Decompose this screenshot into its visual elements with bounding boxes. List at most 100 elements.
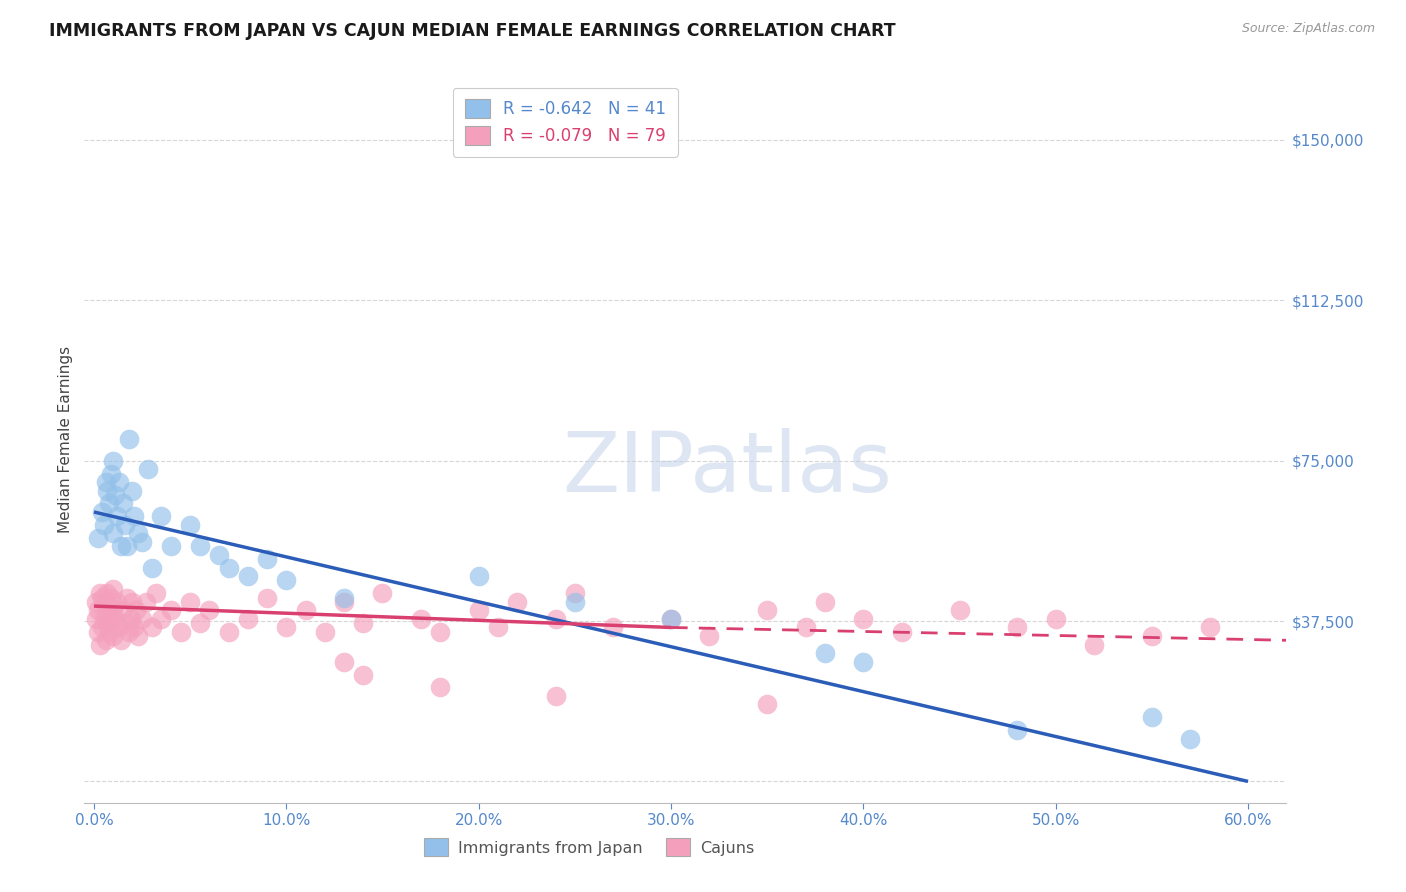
Point	[409, 612, 432, 626]
Point	[208, 548, 231, 562]
Point	[429, 624, 451, 639]
Point	[276, 620, 298, 634]
Point	[105, 509, 128, 524]
Y-axis label: Median Female Earnings: Median Female Earnings	[58, 346, 73, 533]
Point	[467, 603, 489, 617]
Point	[121, 483, 143, 498]
Point	[169, 624, 191, 639]
Point	[1140, 710, 1163, 724]
Point	[236, 569, 259, 583]
Point	[236, 612, 259, 626]
Point	[94, 475, 117, 489]
Point	[179, 517, 201, 532]
Point	[93, 595, 115, 609]
Point	[699, 629, 721, 643]
Point	[160, 603, 183, 617]
Point	[150, 509, 173, 524]
Point	[105, 595, 128, 609]
Point	[89, 586, 111, 600]
Text: ZIPatlas: ZIPatlas	[562, 428, 893, 509]
Point	[115, 539, 138, 553]
Point	[127, 526, 149, 541]
Point	[1005, 723, 1028, 737]
Point	[108, 620, 131, 634]
Point	[84, 595, 107, 609]
Point	[94, 633, 117, 648]
Point	[188, 616, 211, 631]
Point	[160, 539, 183, 553]
Point	[131, 612, 153, 626]
Point	[127, 629, 149, 643]
Point	[90, 620, 112, 634]
Point	[333, 655, 356, 669]
Point	[96, 586, 118, 600]
Point	[98, 599, 121, 613]
Point	[467, 569, 489, 583]
Point	[100, 612, 122, 626]
Point	[948, 603, 970, 617]
Point	[429, 681, 451, 695]
Point	[89, 638, 111, 652]
Point	[94, 603, 117, 617]
Point	[602, 620, 624, 634]
Point	[371, 586, 394, 600]
Point	[1005, 620, 1028, 634]
Point	[141, 560, 163, 574]
Point	[890, 624, 912, 639]
Point	[93, 612, 115, 626]
Point	[333, 595, 356, 609]
Point	[111, 603, 134, 617]
Point	[103, 603, 125, 617]
Point	[90, 591, 112, 605]
Legend: Immigrants from Japan, Cajuns: Immigrants from Japan, Cajuns	[416, 830, 762, 863]
Point	[110, 633, 132, 648]
Point	[114, 616, 136, 631]
Point	[120, 612, 142, 626]
Point	[218, 560, 240, 574]
Point	[100, 591, 122, 605]
Point	[87, 531, 110, 545]
Point	[125, 603, 148, 617]
Point	[294, 603, 316, 617]
Point	[486, 620, 509, 634]
Point	[111, 496, 134, 510]
Point	[124, 509, 146, 524]
Point	[103, 453, 125, 467]
Point	[276, 574, 298, 588]
Point	[352, 667, 374, 681]
Point	[103, 526, 125, 541]
Point	[103, 629, 125, 643]
Point	[150, 612, 173, 626]
Point	[564, 595, 586, 609]
Point	[814, 595, 837, 609]
Point	[114, 517, 136, 532]
Point	[198, 603, 221, 617]
Point	[93, 517, 115, 532]
Point	[131, 535, 153, 549]
Point	[564, 586, 586, 600]
Point	[794, 620, 817, 634]
Point	[98, 624, 121, 639]
Point	[179, 595, 201, 609]
Point	[121, 595, 143, 609]
Point	[352, 616, 374, 631]
Point	[1045, 612, 1067, 626]
Point	[333, 591, 356, 605]
Point	[96, 616, 118, 631]
Point	[87, 624, 110, 639]
Point	[218, 624, 240, 639]
Point	[188, 539, 211, 553]
Point	[96, 483, 118, 498]
Point	[100, 467, 122, 481]
Point	[117, 432, 139, 446]
Point	[756, 603, 779, 617]
Point	[756, 698, 779, 712]
Point	[104, 488, 127, 502]
Point	[1180, 731, 1202, 746]
Point	[103, 582, 125, 596]
Point	[659, 612, 682, 626]
Point	[141, 620, 163, 634]
Point	[135, 595, 157, 609]
Point	[136, 462, 159, 476]
Point	[145, 586, 167, 600]
